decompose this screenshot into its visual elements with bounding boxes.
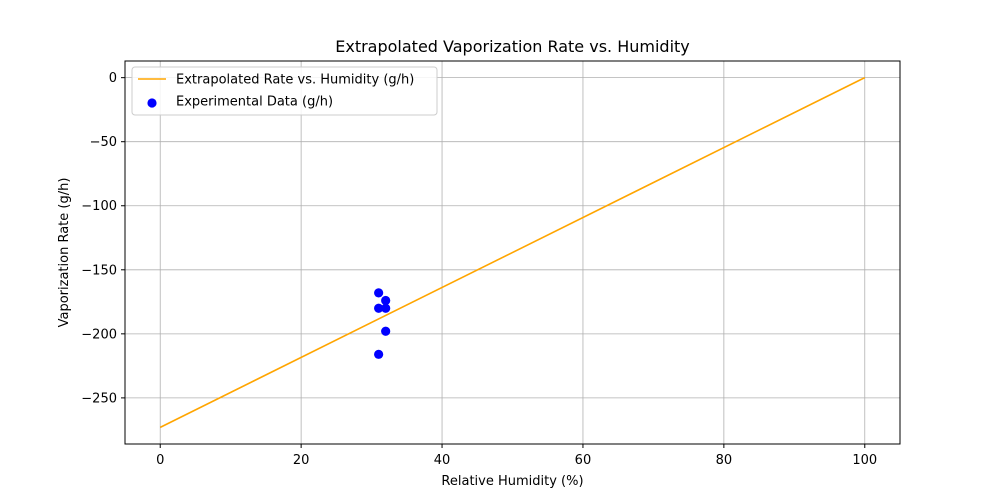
experimental-data-point <box>374 288 384 298</box>
y-tick-label: −50 <box>90 135 117 150</box>
y-axis-label: Vaporization Rate (g/h) <box>57 178 72 328</box>
legend-marker-swatch <box>147 98 157 108</box>
experimental-data-point <box>381 303 391 313</box>
y-tick-label: −100 <box>81 199 117 214</box>
x-tick-label: 60 <box>575 453 592 468</box>
legend-label: Extrapolated Rate vs. Humidity (g/h) <box>176 73 414 88</box>
extrapolated-rate-line <box>159 76 866 429</box>
experimental-data-point <box>381 326 391 336</box>
axis-ticks: 0 20 40 60 80 100 0 −50 −100 −150 −200 −250 <box>81 71 877 468</box>
x-axis-label: Relative Humidity (%) <box>441 474 583 489</box>
x-tick-label: 40 <box>434 453 451 468</box>
plot-data <box>159 76 866 429</box>
y-tick-label: −200 <box>81 327 117 342</box>
legend-label: Experimental Data (g/h) <box>176 95 333 110</box>
y-tick-label: −150 <box>81 263 117 278</box>
plot-frame <box>124 60 901 445</box>
y-tick-label: −250 <box>81 391 117 406</box>
experimental-data-point <box>374 349 384 359</box>
experimental-data-point <box>381 295 391 306</box>
x-tick-label: 100 <box>852 453 877 468</box>
x-tick-label: 20 <box>293 453 310 468</box>
experimental-data-point <box>374 303 384 313</box>
x-tick-label: 80 <box>716 453 733 468</box>
chart-title: Extrapolated Vaporization Rate vs. Humid… <box>335 37 690 56</box>
legend-box <box>131 66 438 116</box>
x-tick-label: 0 <box>156 453 164 468</box>
grid <box>125 61 900 444</box>
legend: Extrapolated Rate vs. Humidity (g/h) Expe… <box>131 66 438 116</box>
y-tick-label: 0 <box>109 71 117 86</box>
